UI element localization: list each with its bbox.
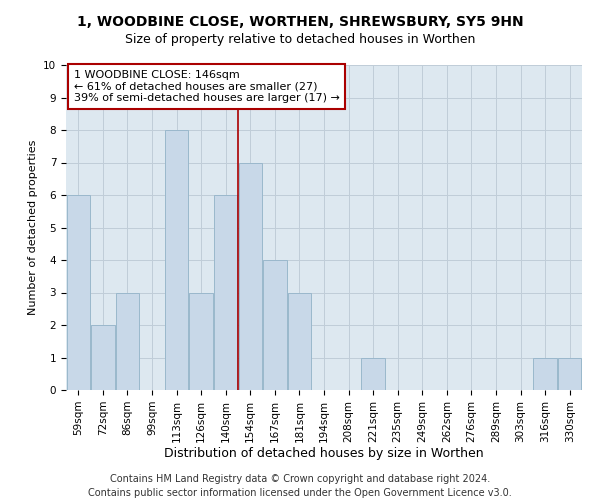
- Text: 1 WOODBINE CLOSE: 146sqm
← 61% of detached houses are smaller (27)
39% of semi-d: 1 WOODBINE CLOSE: 146sqm ← 61% of detach…: [74, 70, 340, 103]
- Bar: [165, 130, 188, 390]
- Bar: [190, 292, 213, 390]
- Y-axis label: Number of detached properties: Number of detached properties: [28, 140, 38, 315]
- Bar: [288, 292, 311, 390]
- Bar: [361, 358, 385, 390]
- Bar: [558, 358, 581, 390]
- Text: 1, WOODBINE CLOSE, WORTHEN, SHREWSBURY, SY5 9HN: 1, WOODBINE CLOSE, WORTHEN, SHREWSBURY, …: [77, 15, 523, 29]
- Bar: [91, 325, 115, 390]
- Text: Size of property relative to detached houses in Worthen: Size of property relative to detached ho…: [125, 32, 475, 46]
- Text: Contains HM Land Registry data © Crown copyright and database right 2024.
Contai: Contains HM Land Registry data © Crown c…: [88, 474, 512, 498]
- Bar: [214, 195, 238, 390]
- Bar: [116, 292, 139, 390]
- Bar: [533, 358, 557, 390]
- X-axis label: Distribution of detached houses by size in Worthen: Distribution of detached houses by size …: [164, 448, 484, 460]
- Bar: [67, 195, 90, 390]
- Bar: [239, 162, 262, 390]
- Bar: [263, 260, 287, 390]
